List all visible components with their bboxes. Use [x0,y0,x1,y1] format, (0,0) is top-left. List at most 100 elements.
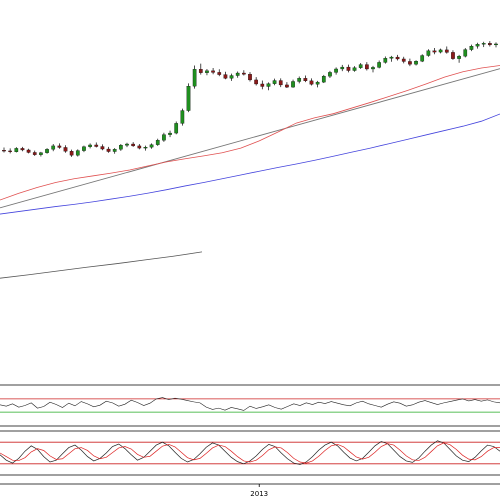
candle-body [69,151,74,156]
candle-body [174,123,179,134]
candle-body [475,44,480,47]
candle-body [346,66,351,71]
candle-body [14,148,19,152]
candle-body [377,62,381,68]
candle-body [420,55,425,62]
candle-body [162,134,166,141]
candle-body [75,150,80,156]
candle-body [94,144,99,147]
candle-body [328,72,332,77]
candle-body [266,83,271,87]
oscillator-line [0,397,500,411]
candle-body [365,64,369,70]
candle-body [432,50,437,53]
candle-body [494,43,498,46]
candle-body [211,70,215,73]
candle-body [229,75,234,79]
x-tick-label: 2013 [250,490,268,498]
candle-body [254,79,258,85]
candle-body [2,150,6,152]
moving-average-long [0,113,500,215]
candle-body [297,78,302,82]
candle-body [235,72,240,76]
candle-body [137,145,142,149]
candle-body [340,66,345,70]
candle-body [112,149,117,152]
x-axis: 2013 [0,483,500,498]
candle-body [32,152,37,155]
candlestick-layer [2,41,498,157]
candle-body [39,152,43,155]
candle-body [469,45,474,50]
candle-body [82,146,86,151]
oscillator-panel [0,384,500,427]
candle-body [217,72,222,75]
candle-body [457,55,461,59]
trend-line-layer [0,68,500,209]
x-tick-layer: 2013 [250,484,268,498]
candle-body [260,83,265,87]
candle-body [488,43,492,46]
secondary-line [0,251,203,279]
candle-body [143,146,148,149]
candle-body [444,49,449,53]
candle-body [463,49,468,57]
stochastic-lines [0,440,500,465]
candle-body [168,132,172,135]
candle-body [291,81,295,88]
candle-body [180,110,185,124]
candle-body [45,149,49,153]
stochastic-k-line [0,440,500,465]
candle-body [100,146,105,150]
candle-body [8,150,12,152]
stochastic-d-line [0,442,500,464]
candle-body [321,76,326,83]
candle-body [334,68,338,73]
candle-body [186,86,191,111]
candle-body [278,80,283,86]
candle-body [401,58,406,62]
candle-body [389,56,394,59]
oscillator-lines [0,397,500,411]
candle-body [352,67,357,71]
candle-body [106,148,111,152]
stochastic-panel [0,430,500,476]
candle-body [63,147,68,152]
candle-body [285,84,289,88]
candle-body [125,143,129,146]
candle-body [315,81,320,85]
trend-line [0,68,500,209]
candle-body [51,145,56,150]
candle-body [395,56,400,60]
moving-average-short [0,65,500,201]
candle-body [426,50,431,56]
candle-body [414,60,418,65]
candle-body [192,69,197,87]
secondary-line-layer [0,251,203,279]
candle-body [198,69,203,73]
candle-body [57,145,62,148]
candle-body [223,74,228,79]
candle-body [20,148,25,151]
candle-body [26,149,31,153]
candle-body [371,67,375,70]
price-panel [0,41,500,279]
moving-average-layer [0,65,500,215]
candle-body [303,78,308,82]
candle-body [248,74,252,81]
candle-body [205,70,209,73]
oscillator-levels [0,398,500,413]
candle-body [383,58,388,63]
candle-body [408,61,412,65]
candle-body [119,145,123,150]
candle-body [149,144,154,148]
candle-body [358,64,363,68]
stochastic-levels [0,441,500,465]
candle-body [242,72,246,75]
candle-body [88,144,92,147]
candle-body [438,49,443,53]
candle-body [155,140,160,145]
candle-body [131,143,135,147]
candle-body [451,52,455,59]
